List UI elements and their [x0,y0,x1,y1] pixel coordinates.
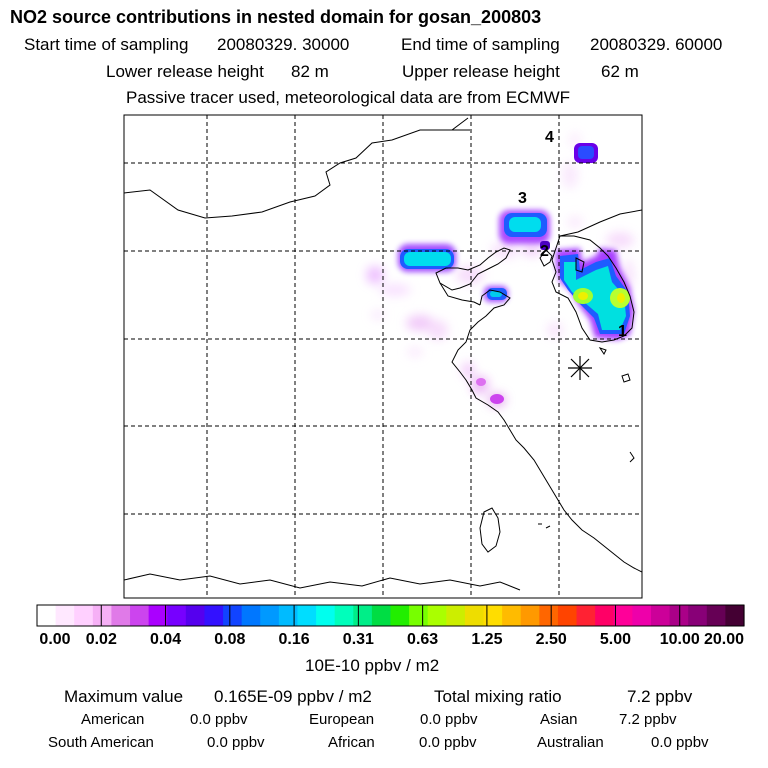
colorbar-cell [520,605,540,626]
colorbar-cell [353,605,373,626]
colorbar-cell [334,605,354,626]
colorbar-tick-label: 5.00 [599,631,632,648]
colorbar-cell [92,605,113,626]
region-label-4: 4 [545,129,554,146]
asian-label: Asian [540,711,578,728]
region-label-2: 2 [540,243,549,260]
colorbar-cell [483,605,503,626]
max-value: 0.165E-09 ppbv / m2 [214,687,372,706]
colorbar-cell [241,605,261,626]
upper-release-value: 62 m [601,62,639,81]
colorbar-tick-label: 1.25 [471,631,503,648]
colorbar-tick-label: 0.08 [214,631,246,648]
colorbar-tick-label: 0.63 [407,631,439,648]
colorbar-cell [278,605,299,626]
american-value: 0.0 ppbv [190,711,248,728]
colorbar-cell [725,605,745,626]
hotspot-2 [540,241,550,250]
colorbar-cell [650,605,671,626]
max-value-label: Maximum value [64,687,184,706]
end-time-label: End time of sampling [401,35,560,54]
colorbar-cell [706,605,726,626]
colorbar-cell [316,605,336,626]
american-label: American [81,711,145,728]
colorbar-cell [595,605,615,626]
hotspot-1-korea [556,248,634,340]
data-source-note: Passive tracer used, meteorological data… [126,88,571,107]
region-label-1: 1 [618,323,627,340]
colorbar-cell [111,605,131,626]
colorbar-tick-label: 20.00 [703,631,745,648]
colorbar-tick-label: 0.16 [278,631,310,648]
australian-value: 0.0 ppbv [651,734,709,751]
colorbar-cell [446,605,466,626]
colorbar-cell [427,605,447,626]
colorbar-cell [539,605,559,626]
hotspot-yangtze [476,378,486,386]
south-american-value: 0.0 ppbv [207,734,265,751]
colorbar-cell [390,605,410,626]
lower-release-value: 82 m [291,62,329,81]
start-time-label: Start time of sampling [24,35,189,54]
colorbar-cell [371,605,392,626]
hotspot-south-small [490,394,504,404]
south-american-label: South American [48,734,154,751]
colorbar-cell [260,605,280,626]
colorbar-cell [632,605,652,626]
colorbar-cell [204,605,224,626]
colorbar-cell [167,605,187,626]
colorbar-cell [576,605,596,626]
colorbar-tick-label: 0.02 [85,631,117,648]
asterisk-marker [568,356,592,380]
colorbar-cell [688,605,708,626]
end-time-value: 20080329. 60000 [590,35,723,54]
region-label-3: 3 [518,190,527,207]
european-label: European [309,711,375,728]
colorbar-cell [557,605,578,626]
colorbar-cell [297,605,317,626]
colorbar-cell [130,605,150,626]
colorbar-tick-label: 0.04 [149,631,182,648]
african-label: African [328,734,375,751]
colorbar-tick-label: 2.50 [535,631,567,648]
colorbar-cell [613,605,633,626]
colorbar-cell [74,605,94,626]
colorbar-cell [37,605,57,626]
total-mixing-value: 7.2 ppbv [627,687,693,706]
colorbar-cell [55,605,75,626]
coastlines [124,117,642,591]
colorbar-cell [148,605,168,626]
colorbar-cell [409,605,429,626]
upper-release-label: Upper release height [402,62,560,81]
colorbar-cell [223,605,243,626]
colorbar-cell [669,605,689,626]
total-mixing-label: Total mixing ratio [434,687,562,706]
lat-lon-grid [124,115,642,598]
colorbar-cell [502,605,522,626]
colorbar-cell [464,605,485,626]
hotspot-3 [499,210,550,244]
asian-value: 7.2 ppbv [619,711,677,728]
colorbar-tick-label: 10.00 [659,631,700,648]
map-title: NO2 source contributions in nested domai… [10,7,542,27]
colorbar-unit: 10E-10 ppbv / m2 [305,656,440,675]
australian-label: Australian [537,734,604,751]
lower-release-label: Lower release height [106,62,264,81]
map-frame [123,114,643,599]
colorbar-frame [36,604,745,627]
hotspot-4 [574,143,598,163]
african-value: 0.0 ppbv [419,734,477,751]
colorbar-tick-label: 0.00 [39,631,71,648]
colorbar-tick-label: 0.31 [342,631,374,648]
european-value: 0.0 ppbv [420,711,478,728]
colorbar-cell [185,605,206,626]
colorbar [36,604,745,627]
start-time-value: 20080329. 30000 [217,35,350,54]
